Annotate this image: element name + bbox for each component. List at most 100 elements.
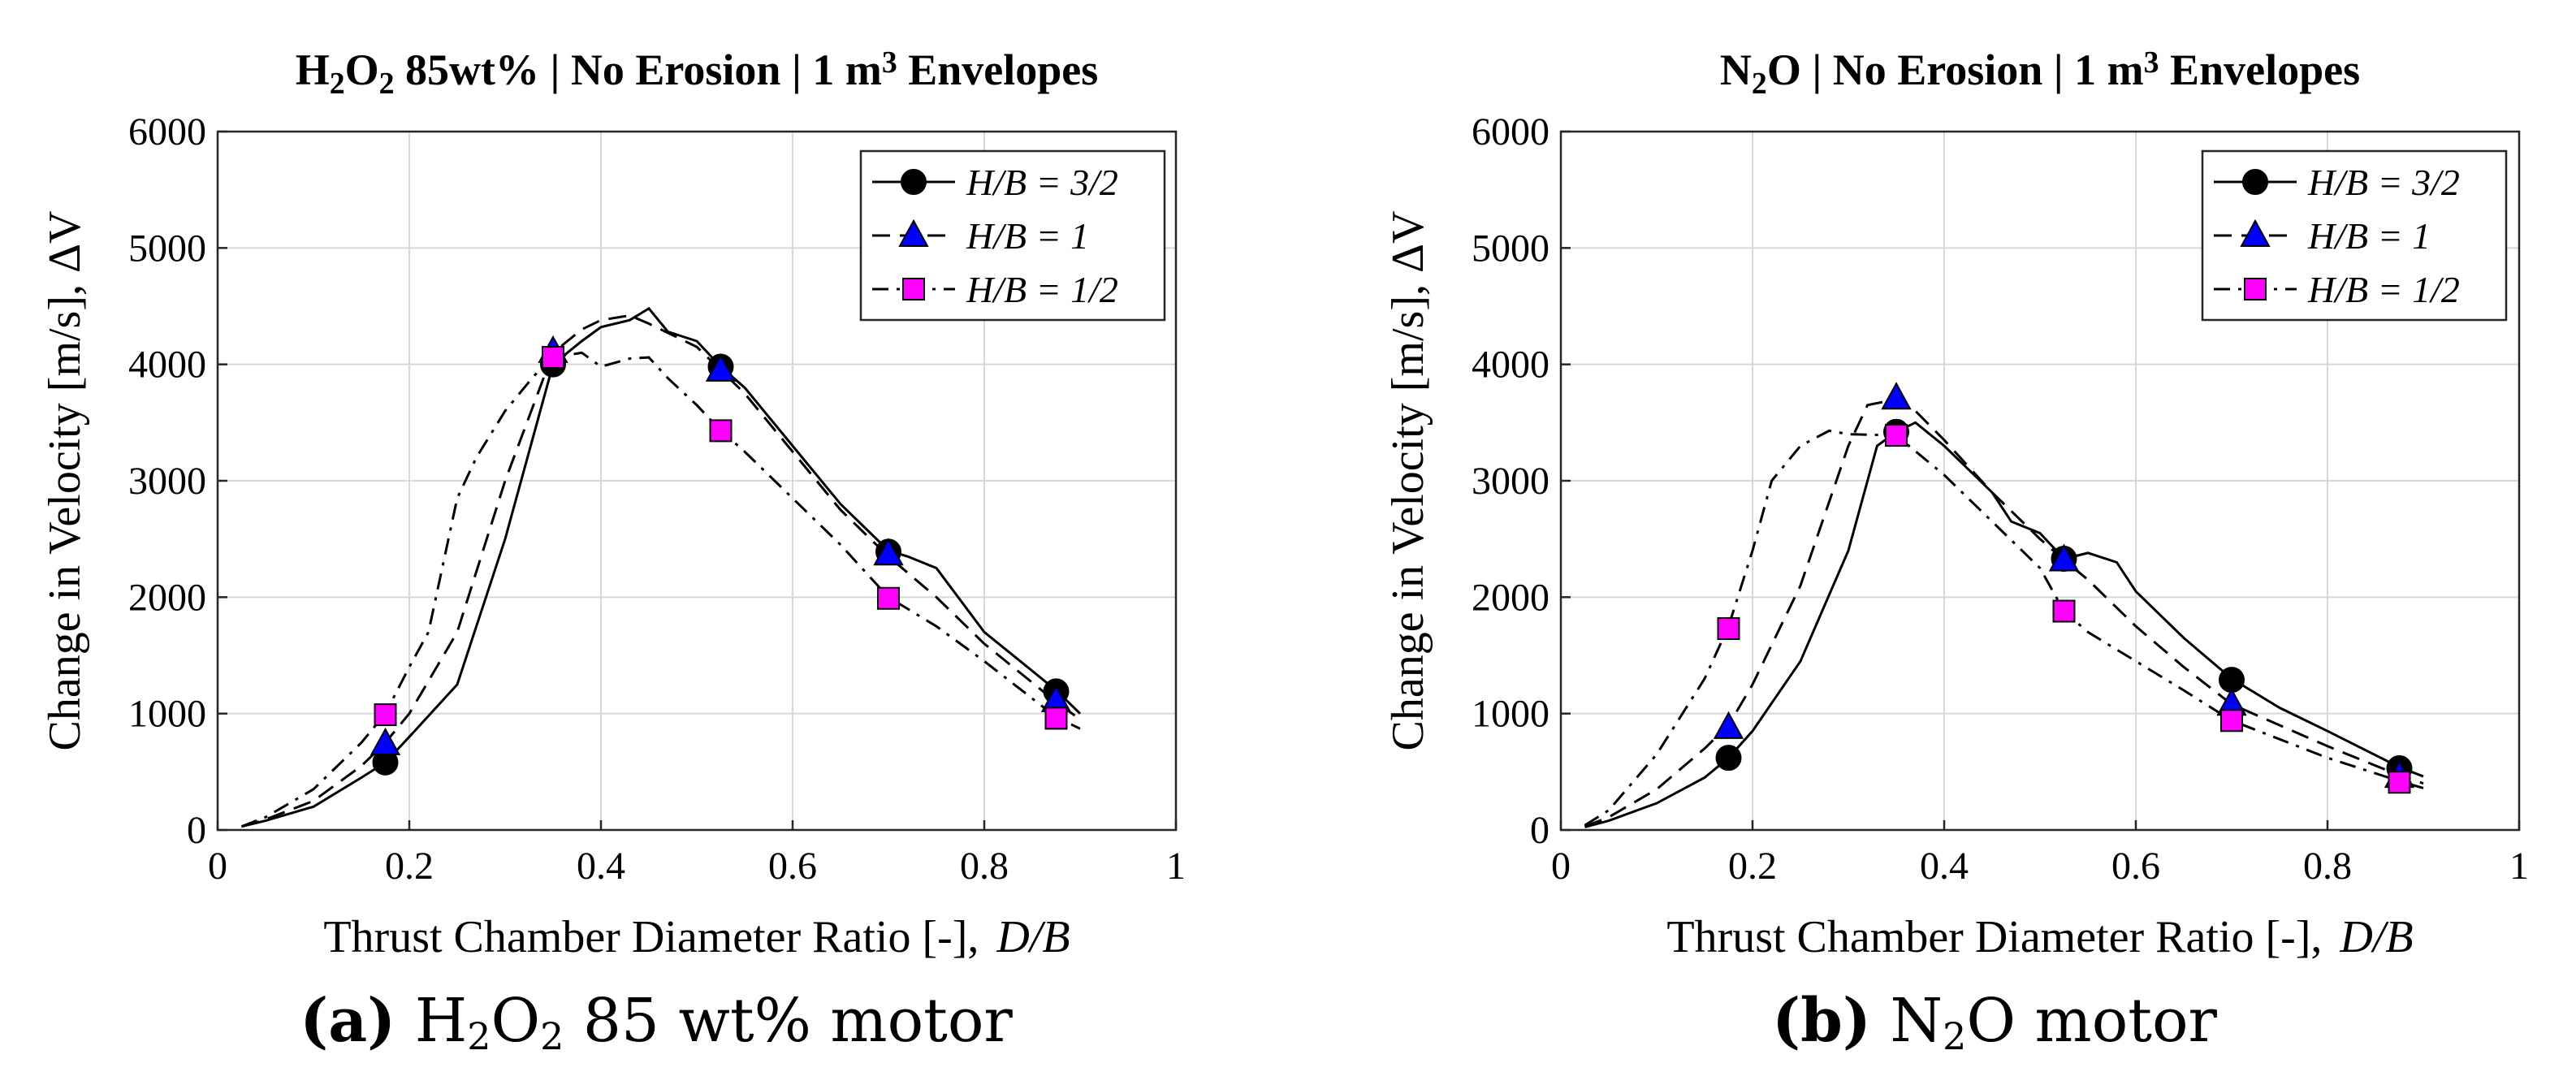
x-tick-label: 0.4	[1920, 845, 1969, 888]
data-point-triangle	[1881, 382, 1912, 410]
data-point-triangle	[873, 538, 904, 566]
y-tick-label: 4000	[1472, 344, 1549, 387]
series-solid	[241, 306, 1082, 828]
data-point-square	[374, 703, 397, 727]
data-point-triangle	[370, 727, 401, 755]
chart-title: N2O | No Erosion | 1 m3 Envelopes	[1720, 45, 2360, 101]
x-axis-label-var: D/B	[996, 912, 1070, 962]
chart-title-part: Envelopes	[2159, 45, 2361, 94]
legend-marker-triangle	[2240, 218, 2271, 247]
data-point-square	[1044, 707, 1068, 730]
chart-title-part: O | No Erosion | 1 m	[1767, 45, 2144, 94]
chart-title-part: 2	[379, 67, 395, 101]
y-tick-label: 2000	[128, 576, 206, 619]
legend-marker-square	[902, 278, 925, 300]
legend-marker-circle	[2242, 169, 2268, 195]
caption-part: O motor	[1966, 986, 2217, 1056]
y-tick-label: 3000	[128, 460, 206, 503]
caption-part: H	[415, 986, 468, 1056]
x-tick-label: 0.2	[385, 845, 434, 888]
series-line	[1584, 398, 2424, 828]
series-dashed	[1584, 382, 2424, 828]
chart-title-part: 85wt% | No Erosion | 1 m	[395, 45, 882, 94]
series-line	[241, 313, 1081, 828]
data-point-square	[1717, 617, 1740, 641]
legend: H/B = 3/2 H/B = 1 H/B = 1/2	[859, 149, 1166, 322]
legend-label: H/B = 1	[966, 215, 1089, 257]
x-tick-label: 0	[208, 845, 227, 888]
series-dashed	[241, 313, 1081, 828]
x-tick-label: 0	[1551, 845, 1571, 888]
data-point-square	[2052, 599, 2076, 623]
y-tick-label: 6000	[1472, 110, 1549, 153]
series-line	[1584, 429, 2424, 827]
legend-label: H/B = 3/2	[2307, 162, 2460, 203]
caption-part: 85 wt% motor	[564, 986, 1013, 1056]
caption-space	[1871, 986, 1891, 1056]
caption-part: O	[491, 986, 540, 1056]
x-axis-label-var: D/B	[2339, 912, 2413, 962]
x-axis-label-text: Thrust Chamber Diameter Ratio [-],	[323, 912, 979, 962]
chart-panel-b: 0 0.2 0.4 0.6 0.8 1 0 1000 2000 3000 4000 5000 6000 N…	[1383, 45, 2529, 1058]
legend-label: H/B = 1	[2307, 215, 2431, 257]
x-tick-label: 0.2	[1728, 845, 1777, 888]
chart-title: H2O2 85wt% | No Erosion | 1 m3 Envelopes	[296, 45, 1099, 101]
chart-title-part: 3	[882, 45, 897, 80]
data-point-square	[709, 419, 733, 443]
x-tick-label: 0.4	[577, 845, 625, 888]
chart-title-part: N	[1720, 45, 1752, 94]
x-tick-label: 0.6	[768, 845, 817, 888]
data-point-square	[1885, 424, 1908, 447]
series-line	[241, 306, 1082, 828]
legend-marker-triangle	[898, 218, 929, 247]
data-point-square	[542, 346, 564, 370]
y-tick-label: 1000	[128, 693, 206, 736]
series-dashdot	[1584, 424, 2424, 827]
legend: H/B = 3/2 H/B = 1 H/B = 1/2	[2201, 149, 2508, 322]
chart-title-part: O	[345, 45, 379, 94]
legend-marker-circle	[901, 169, 927, 195]
data-point-circle	[1715, 745, 1742, 772]
x-tick-label: 0.8	[960, 845, 1009, 888]
data-point-square	[2220, 709, 2243, 733]
data-point-triangle	[1713, 711, 1744, 739]
x-axis-label-text: Thrust Chamber Diameter Ratio [-],	[1666, 912, 2322, 962]
legend-marker-square	[2244, 278, 2267, 300]
chart-panel-a: 0 0.2 0.4 0.6 0.8 1 0 1000 2000 3000 4000 5000 6000 H…	[40, 45, 1186, 1058]
figure-caption: (a) H2O2 85 wt% motor	[300, 986, 1013, 1058]
chart-title-part: 3	[2144, 45, 2159, 80]
data-point-square	[2388, 771, 2411, 794]
series-line	[1584, 421, 2424, 828]
y-tick-label: 6000	[128, 110, 206, 153]
y-tick-label: 2000	[1472, 576, 1549, 619]
x-tick-label: 0.8	[2303, 845, 2352, 888]
caption-part: 2	[540, 1014, 564, 1058]
caption-space	[395, 986, 415, 1056]
x-tick-label: 1	[2509, 845, 2529, 888]
caption-part: 2	[467, 1014, 491, 1058]
figure-caption: (b) N2O motor	[1772, 986, 2217, 1058]
chart-title-part: Envelopes	[897, 45, 1099, 94]
y-tick-label: 4000	[128, 344, 206, 387]
series-dashdot	[240, 346, 1081, 828]
x-axis-label: Thrust Chamber Diameter Ratio [-], D/B	[323, 912, 1070, 962]
y-axis-label: Change in Velocity [m/s], ΔV	[1383, 211, 1433, 751]
chart-title-part: H	[296, 45, 330, 94]
caption-prefix: (a)	[300, 986, 395, 1056]
data-point-triangle	[2048, 543, 2080, 572]
x-tick-label: 0.6	[2111, 845, 2160, 888]
y-tick-label: 0	[1530, 809, 1549, 852]
caption-prefix: (b)	[1772, 986, 1871, 1056]
x-tick-label: 1	[1166, 845, 1186, 888]
x-axis-label: Thrust Chamber Diameter Ratio [-], D/B	[1666, 912, 2413, 962]
chart-title-part: 2	[1752, 67, 1767, 101]
caption-part: N	[1890, 986, 1943, 1056]
y-tick-label: 5000	[1472, 227, 1549, 270]
legend-label: H/B = 1/2	[966, 269, 1118, 310]
y-tick-label: 5000	[128, 227, 206, 270]
legend-label: H/B = 1/2	[2307, 269, 2460, 310]
y-axis-label: Change in Velocity [m/s], ΔV	[40, 211, 90, 751]
series-line	[240, 351, 1081, 828]
data-point-square	[877, 586, 900, 610]
